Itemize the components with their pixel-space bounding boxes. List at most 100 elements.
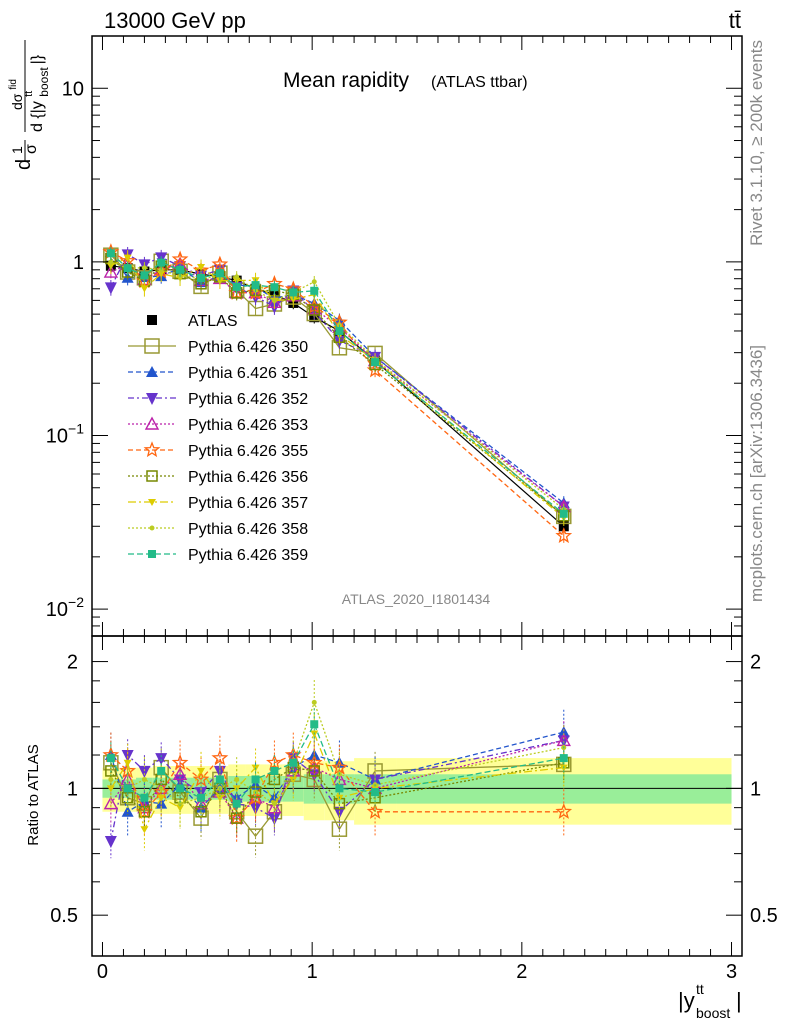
ratio-point-5-4 <box>171 753 189 770</box>
atlas-line <box>110 265 565 527</box>
legend-label: Pythia 6.426 350 <box>188 339 308 356</box>
x-tick-label: 0 <box>97 961 108 983</box>
xlabel-bar-close: | <box>736 988 742 1013</box>
svg-text:1: 1 <box>9 146 25 154</box>
main-ylabel: d 1 σ dσ fid d {|y boost tt |} <box>8 40 51 170</box>
x-axis-label: |y tt boost | <box>678 981 742 1021</box>
ratio-point-8-9 <box>271 801 277 807</box>
legend-marker <box>146 393 158 405</box>
ylabel-close: |} <box>29 54 46 64</box>
legend-marker <box>146 366 158 377</box>
ratio-y-tick-label-right: 2 <box>750 652 761 674</box>
series-0 <box>105 259 569 533</box>
ratio-point-7-5 <box>197 767 206 775</box>
ratio-line-5 <box>110 754 564 820</box>
ratio-ylabel: Ratio to ATLAS <box>25 744 42 845</box>
x-tick-label: 2 <box>516 961 527 983</box>
ratio-point-9-14 <box>559 754 568 763</box>
legend-label: Pythia 6.426 351 <box>188 365 308 382</box>
analysis-label: ATLAS_2020_I1801434 <box>342 591 491 607</box>
legend-entry-7: Pythia 6.426 357 <box>128 495 308 512</box>
legend-entry-5: Pythia 6.426 355 <box>128 441 308 460</box>
subtitle-text: (ATLAS ttbar) <box>431 74 528 91</box>
legend-entry-6: Pythia 6.426 356 <box>128 469 308 486</box>
ratio-point-7-2 <box>140 826 149 834</box>
ratio-point-9-4 <box>176 784 185 793</box>
tick-base: 10 <box>46 599 68 621</box>
legend-label: Pythia 6.426 353 <box>188 417 308 434</box>
ylabel-fid: fid <box>8 79 19 90</box>
main-point-7-2 <box>140 285 149 293</box>
ratio-point-5-12 <box>331 758 348 775</box>
ylabel-sigma: σ <box>23 144 40 154</box>
main-point-5-4 <box>171 250 189 267</box>
main-point-6-11 <box>308 304 321 316</box>
main-point-5-14 <box>555 527 573 544</box>
ylabel-d: d <box>13 159 35 170</box>
legend-entry-4: Pythia 6.426 353 <box>128 416 308 434</box>
legend-marker <box>148 499 156 506</box>
ratio-point-5-9 <box>266 753 283 770</box>
ratio-point-3-2 <box>138 765 151 778</box>
y-tick-label: 10−2 <box>46 594 84 621</box>
legend-marker <box>144 338 160 354</box>
series-layer <box>102 243 573 859</box>
legend-marker <box>148 550 156 558</box>
tick-base: 10 <box>46 425 68 447</box>
ratio-y-tick-label: 1 <box>67 778 78 800</box>
ratio-point-5-6 <box>211 749 229 766</box>
main-line-4 <box>110 263 565 508</box>
ratio-point-2-14 <box>557 726 570 738</box>
xlabel-bar-open: |y <box>678 988 695 1013</box>
main-frame <box>91 35 743 637</box>
main-point-9-12 <box>335 326 344 335</box>
main-point-3-0 <box>104 282 117 295</box>
main-point-9-0 <box>106 249 115 258</box>
ratio-point-9-0 <box>106 754 115 763</box>
main-line-8 <box>110 261 565 510</box>
ylabel-dsigma: dσ <box>9 93 25 110</box>
main-line-3 <box>110 253 565 508</box>
svg-text:σ: σ <box>23 144 40 154</box>
ratio-line-6 <box>110 762 564 820</box>
main-point-7-1 <box>123 254 132 262</box>
ratio-y-tick-label: 2 <box>67 652 78 674</box>
main-point-7-10 <box>289 296 298 304</box>
legend: ATLAS Pythia 6.426 350 Pythia 6.426 351 Pyt… <box>128 313 308 564</box>
main-point-9-6 <box>215 269 224 278</box>
main-line-2 <box>110 251 565 504</box>
ratio-point-8-3 <box>158 785 164 791</box>
ylabel-tt: tt <box>23 91 35 97</box>
main-point-9-14 <box>559 509 568 518</box>
ratio-band <box>92 758 742 825</box>
ratio-y-tick-label-right: 1 <box>750 778 761 800</box>
legend-marker <box>147 315 157 325</box>
legend-entry-1: Pythia 6.426 350 <box>128 338 308 356</box>
legend-entry-3: Pythia 6.426 352 <box>128 391 308 408</box>
ratio-point-5-14 <box>555 803 573 819</box>
svg-text:d: d <box>13 159 35 170</box>
legend-label: ATLAS <box>188 313 238 330</box>
ratio-point-9-8 <box>251 775 260 784</box>
svg-text:|y: |y <box>678 988 695 1013</box>
mcplots-label: mcplots.cern.ch [arXiv:1306.3436] <box>747 345 766 602</box>
ratio-point-8-11 <box>311 699 317 705</box>
main-point-9-7 <box>232 282 241 291</box>
main-point-8-9 <box>271 298 277 304</box>
ratio-line-8 <box>110 700 564 805</box>
main-point-8-3 <box>158 267 164 273</box>
legend-entry-9: Pythia 6.426 359 <box>128 547 308 564</box>
main-point-8-0 <box>108 259 114 265</box>
legend-label: Pythia 6.426 357 <box>188 495 308 512</box>
legend-entry-8: Pythia 6.426 358 <box>128 521 308 538</box>
x-tick-label: 3 <box>726 961 737 983</box>
ratio-point-9-1 <box>123 784 132 793</box>
legend-label: Pythia 6.426 356 <box>188 469 308 486</box>
main-line-7 <box>110 256 565 519</box>
legend-marker <box>143 441 161 458</box>
ratio-point-8-7 <box>234 776 240 782</box>
series-9 <box>106 246 568 821</box>
ylabel-boost: boost <box>37 67 51 97</box>
main-point-9-3 <box>157 258 166 267</box>
